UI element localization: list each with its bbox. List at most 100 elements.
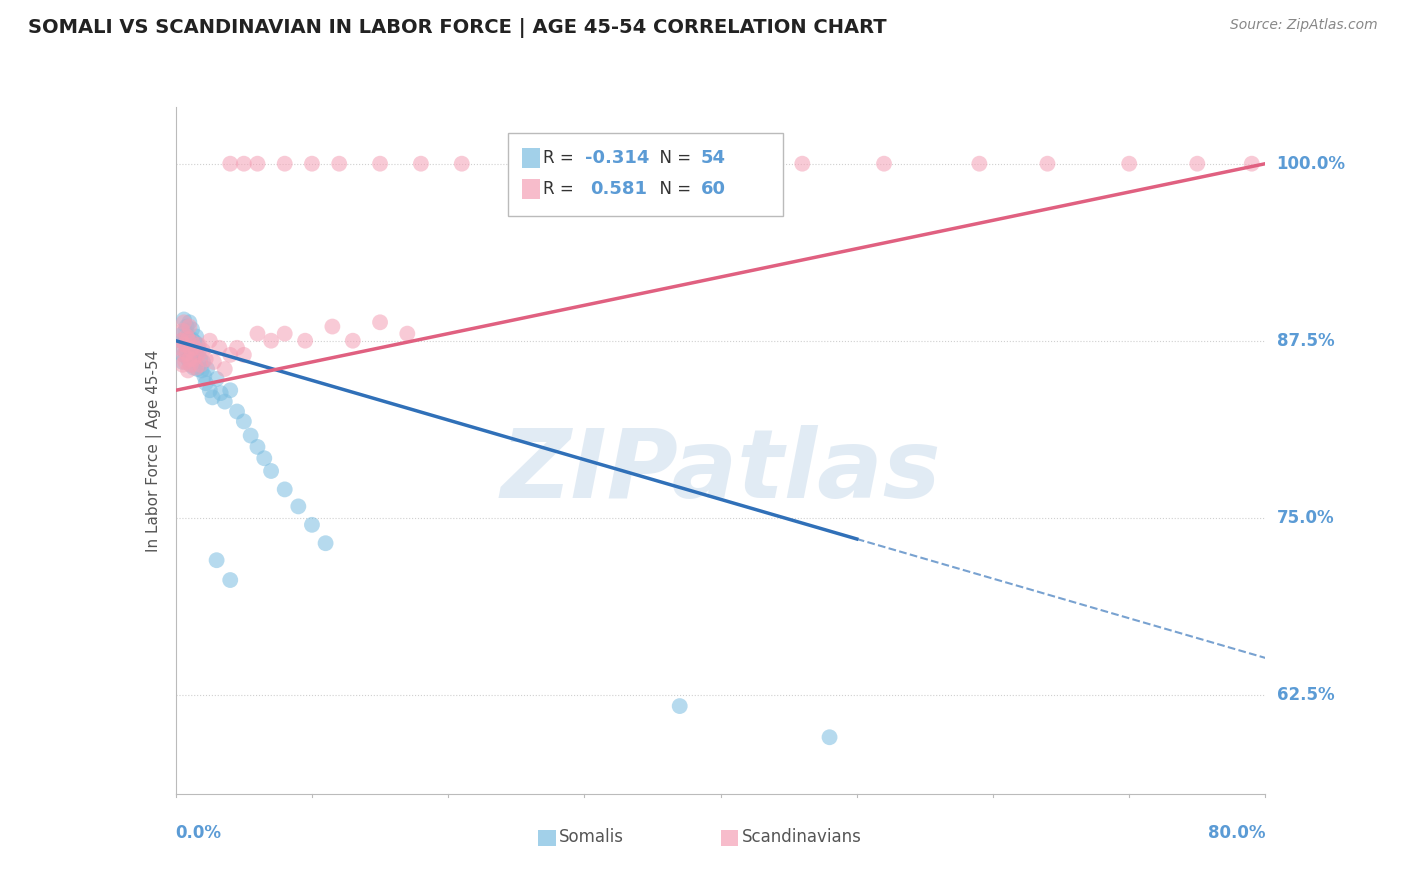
Point [260, 334, 283, 348]
Point [172, 358, 194, 372]
Point [184, 355, 207, 369]
Point [1036, 157, 1059, 171]
Point [177, 329, 200, 343]
Point [342, 334, 364, 348]
Point [208, 341, 231, 355]
Point [315, 536, 337, 550]
Point [368, 157, 391, 171]
Point [190, 363, 212, 377]
Point [173, 315, 195, 329]
Point [173, 348, 195, 362]
Text: N =: N = [648, 149, 696, 167]
Text: 0.581: 0.581 [589, 180, 647, 198]
FancyBboxPatch shape [522, 179, 540, 200]
Point [873, 157, 896, 171]
Text: 0.0%: 0.0% [176, 824, 222, 842]
Point [180, 338, 202, 352]
Point [188, 358, 211, 372]
Point [176, 343, 198, 358]
Point [176, 319, 198, 334]
Point [195, 362, 218, 376]
Point [179, 319, 201, 334]
Point [181, 348, 204, 362]
Point [184, 341, 207, 355]
Point [183, 360, 205, 375]
Point [198, 334, 221, 348]
Point [176, 329, 198, 343]
Text: R =: R = [543, 180, 579, 198]
Point [560, 157, 582, 171]
Point [180, 358, 202, 372]
Point [179, 341, 201, 355]
Point [174, 338, 197, 352]
Point [180, 342, 202, 356]
Point [396, 326, 419, 341]
Point [187, 343, 209, 358]
Point [818, 730, 841, 744]
Point [186, 329, 208, 343]
Point [170, 334, 193, 348]
Point [214, 362, 236, 376]
Point [173, 312, 195, 326]
Point [409, 157, 432, 171]
Point [187, 338, 209, 352]
Point [226, 341, 249, 355]
Point [177, 363, 200, 377]
Point [172, 326, 194, 341]
Point [710, 157, 733, 171]
Point [246, 326, 269, 341]
Point [186, 348, 209, 362]
Point [177, 332, 200, 346]
Point [169, 341, 191, 355]
Text: 80.0%: 80.0% [1208, 824, 1265, 842]
Point [183, 352, 205, 367]
Point [205, 553, 228, 567]
Text: 75.0%: 75.0% [1277, 508, 1334, 527]
Point [219, 573, 242, 587]
Point [186, 360, 208, 375]
Point [180, 358, 202, 372]
Point [505, 157, 527, 171]
Point [170, 334, 193, 348]
Point [186, 338, 209, 352]
Point [209, 386, 232, 401]
Text: 87.5%: 87.5% [1277, 332, 1334, 350]
Point [246, 440, 269, 454]
Point [321, 319, 343, 334]
Point [174, 355, 197, 369]
Y-axis label: In Labor Force | Age 45-54: In Labor Force | Age 45-54 [146, 350, 162, 551]
Point [368, 315, 391, 329]
Point [232, 157, 254, 171]
Point [173, 348, 195, 362]
Point [205, 372, 228, 386]
Point [176, 346, 198, 360]
Text: SOMALI VS SCANDINAVIAN IN LABOR FORCE | AGE 45-54 CORRELATION CHART: SOMALI VS SCANDINAVIAN IN LABOR FORCE | … [28, 18, 887, 37]
Point [969, 157, 991, 171]
Point [219, 384, 242, 398]
Text: R =: R = [543, 149, 579, 167]
Point [294, 334, 316, 348]
Point [181, 335, 204, 350]
Point [188, 352, 211, 367]
Point [193, 369, 215, 384]
Point [1187, 157, 1209, 171]
Point [274, 483, 297, 497]
Text: 62.5%: 62.5% [1277, 686, 1334, 704]
Point [301, 157, 323, 171]
Point [191, 343, 214, 358]
Point [184, 335, 207, 350]
Text: 60: 60 [700, 180, 725, 198]
Point [301, 517, 323, 532]
Point [177, 352, 200, 367]
Point [232, 414, 254, 428]
Text: Source: ZipAtlas.com: Source: ZipAtlas.com [1230, 18, 1378, 32]
FancyBboxPatch shape [537, 830, 555, 846]
Point [194, 352, 217, 367]
Text: N =: N = [648, 180, 696, 198]
Point [253, 451, 276, 466]
Point [183, 342, 205, 356]
Point [214, 394, 236, 409]
Point [1118, 157, 1140, 171]
Point [274, 157, 297, 171]
Point [179, 315, 201, 329]
